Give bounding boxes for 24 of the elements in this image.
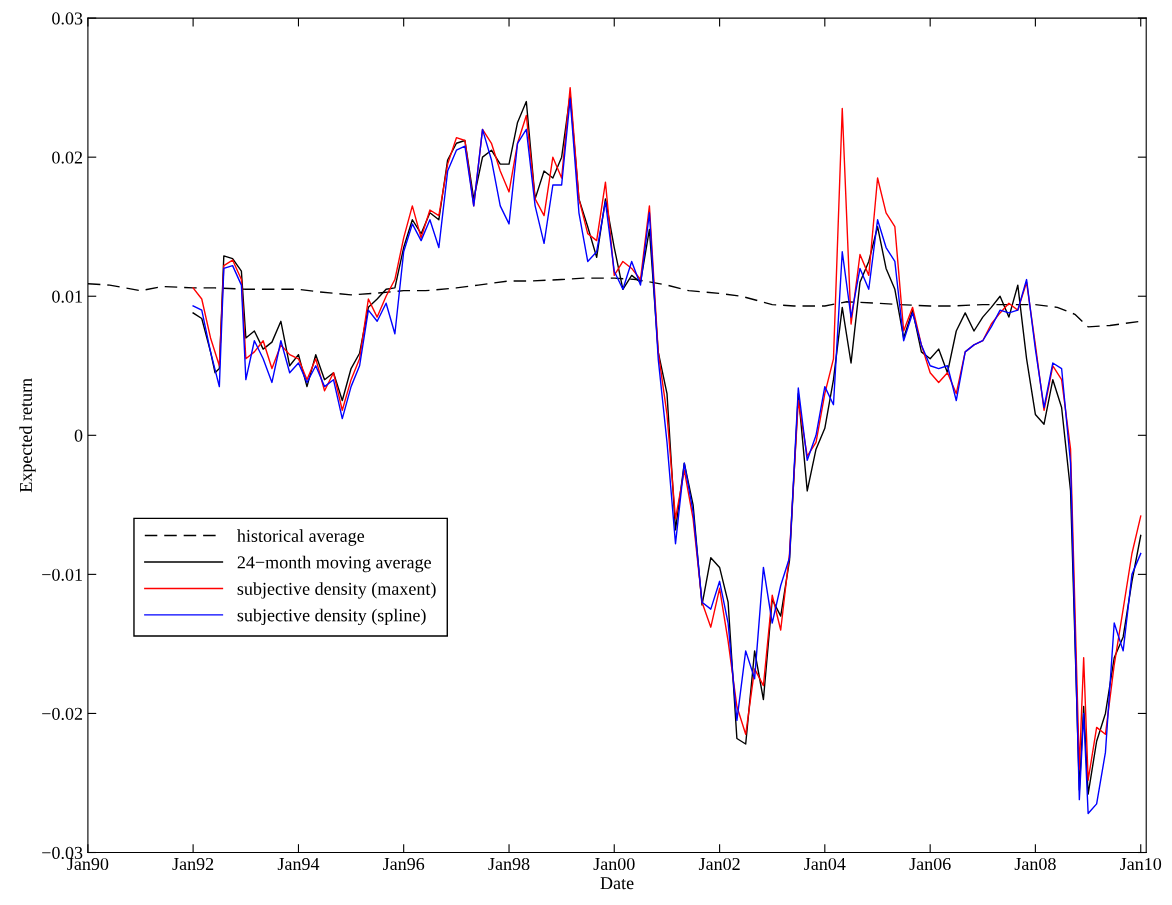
x-tick-label: Jan92: [172, 857, 214, 871]
y-tick-label: −0.01: [42, 568, 82, 581]
y-tick-label: 0.03: [52, 12, 83, 25]
legend-label: historical average: [237, 529, 365, 546]
x-tick-label: Jan06: [909, 857, 951, 871]
x-tick-label: Jan02: [698, 857, 740, 871]
x-tick-label: Jan98: [488, 857, 530, 871]
legend-label: subjective density (maxent): [237, 582, 436, 599]
y-tick-label: 0.01: [52, 290, 82, 303]
y-tick-label: −0.02: [42, 707, 83, 720]
x-axis-title: Date: [600, 877, 634, 890]
legend-label: subjective density (spline): [237, 608, 426, 626]
legend-label: 24−month moving average: [237, 555, 431, 573]
x-tick-label: Jan00: [593, 857, 635, 871]
x-tick-label: Jan04: [804, 857, 846, 871]
x-tick-label: Jan10: [1120, 857, 1162, 871]
x-tick-label: Jan94: [277, 857, 320, 871]
x-tick-label: Jan96: [382, 857, 425, 871]
y-tick-label: −0.03: [42, 846, 83, 860]
y-tick-label: 0.02: [52, 151, 83, 164]
y-tick-label: 0: [74, 429, 83, 442]
x-tick-label: Jan90: [67, 857, 109, 871]
x-tick-label: Jan08: [1014, 857, 1056, 871]
y-axis-title: Expected return: [19, 378, 36, 493]
